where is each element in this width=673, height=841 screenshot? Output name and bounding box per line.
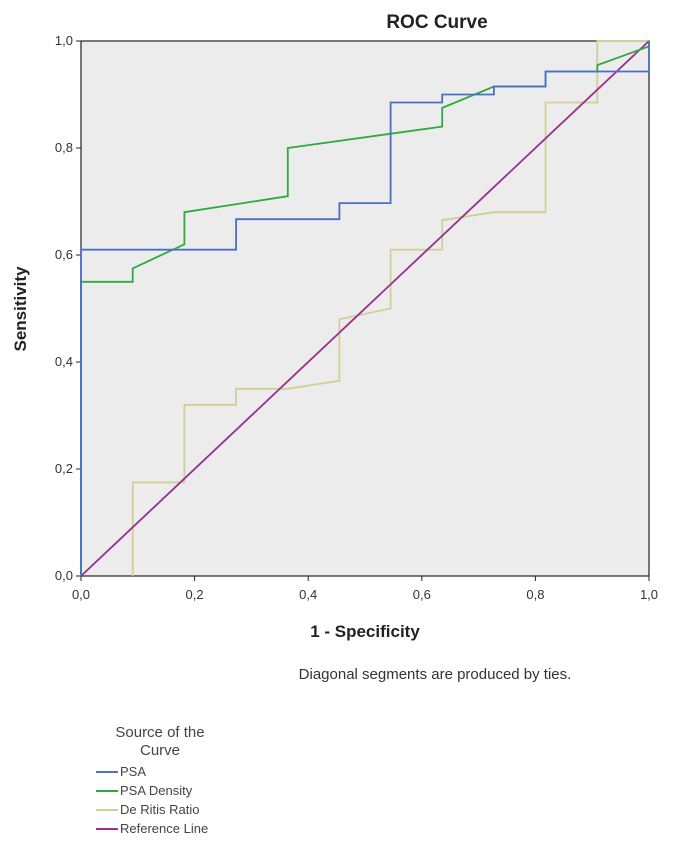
x-tick-label: 0,0 xyxy=(72,587,90,602)
series-layer xyxy=(80,40,650,577)
chart-title: ROC Curve xyxy=(386,12,487,33)
x-tick-label: 0,6 xyxy=(413,587,431,602)
legend-item-reference-line: Reference Line xyxy=(96,821,208,836)
y-axis-ticks: 0,0 0,2 0,4 0,6 0,8 1,0 xyxy=(55,33,81,583)
y-tick-label: 0,6 xyxy=(55,247,73,262)
series-line-reference-line xyxy=(80,40,650,577)
legend-label: De Ritis Ratio xyxy=(120,802,199,817)
y-tick-label: 0,4 xyxy=(55,354,73,369)
legend-label: PSA xyxy=(120,764,146,779)
y-tick-label: 0,2 xyxy=(55,461,73,476)
legend-label: PSA Density xyxy=(120,783,193,798)
x-tick-label: 0,2 xyxy=(186,587,204,602)
series-line-psa xyxy=(80,41,650,576)
legend-label: Reference Line xyxy=(120,821,208,836)
legend-item-psa: PSA xyxy=(96,764,146,779)
x-axis-ticks: 0,0 0,2 0,4 0,6 0,8 1,0 xyxy=(72,576,658,602)
y-tick-label: 0,8 xyxy=(55,140,73,155)
y-tick-label: 0,0 xyxy=(55,568,73,583)
y-tick-label: 1,0 xyxy=(55,33,73,48)
x-axis-label: 1 - Specificity xyxy=(310,622,420,641)
ties-note: Diagonal segments are produced by ties. xyxy=(299,666,572,683)
x-tick-label: 0,4 xyxy=(299,587,317,602)
legend-item-de-ritis-ratio: De Ritis Ratio xyxy=(96,802,199,817)
legend: PSA PSA Density De Ritis Ratio Reference Li… xyxy=(96,764,208,836)
y-axis-label: Sensitivity xyxy=(11,266,30,352)
series-line-de-ritis-ratio xyxy=(131,40,649,576)
legend-item-psa-density: PSA Density xyxy=(96,783,193,798)
legend-title-line2: Curve xyxy=(140,742,180,759)
x-tick-label: 1,0 xyxy=(640,587,658,602)
legend-title-line1: Source of the xyxy=(115,724,204,741)
x-tick-label: 0,8 xyxy=(526,587,544,602)
